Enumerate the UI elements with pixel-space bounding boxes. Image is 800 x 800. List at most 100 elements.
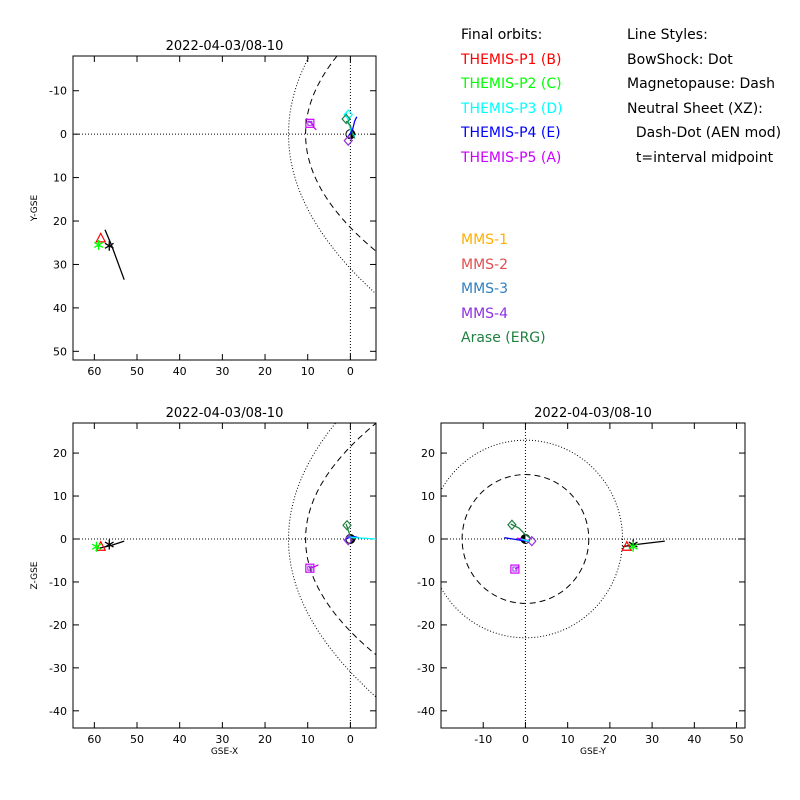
diamond-marker xyxy=(343,135,354,147)
star-arm xyxy=(91,543,102,550)
square-marker xyxy=(510,564,520,574)
y-tick-label: 10 xyxy=(421,490,435,503)
x-axis-label: GSE-Y xyxy=(580,747,607,757)
x-axis-label: GSE-X xyxy=(211,747,238,757)
panel-xz: 2022-04-03/08-10 60 50 40 30 20 10 0 20 10 0 -10 -20… xyxy=(30,406,377,757)
legend-orbit-p1: THEMIS-P1 (B) xyxy=(461,51,562,68)
panel-xy: 2022-04-03/08-10 60 50 40 30 20 10 0 -10 0 10 20 30 4… xyxy=(30,39,377,378)
x-tick-label: 30 xyxy=(215,365,229,378)
panel-title: 2022-04-03/08-10 xyxy=(534,406,652,421)
diamond-marker xyxy=(343,109,354,121)
diamond-marker xyxy=(341,113,351,125)
legend-style-magnetopause: Magnetopause: Dash xyxy=(627,76,776,92)
legend-mms-4: MMS-4 xyxy=(461,305,509,322)
bowshock-circle xyxy=(441,439,624,639)
triangle-marker xyxy=(95,232,107,243)
y-tick-label: 0 xyxy=(60,128,67,141)
orbit-track xyxy=(504,537,528,542)
diamond-marker xyxy=(342,519,352,531)
x-tick-label: 50 xyxy=(130,733,144,746)
panel-frame xyxy=(72,422,377,729)
star-marker xyxy=(104,240,114,251)
y-tick-label: 50 xyxy=(53,345,67,358)
orbit-track xyxy=(345,120,356,139)
legend-mms-2: MMS-2 xyxy=(461,256,509,273)
magnetopause-circle xyxy=(461,474,590,604)
y-tick-label: 20 xyxy=(53,215,67,228)
x-tick-label: 10 xyxy=(301,365,315,378)
x-tick-label: 10 xyxy=(301,733,315,746)
square-marker-inner xyxy=(307,120,313,126)
star-arm xyxy=(93,241,104,248)
y-tick-label: 0 xyxy=(60,533,67,546)
x-tick-label: 50 xyxy=(730,733,744,746)
orbit-track xyxy=(521,538,530,542)
y-tick-label: 0 xyxy=(428,533,435,546)
diamond-marker xyxy=(526,535,537,547)
legend-style-bowshock: BowShock: Dot xyxy=(627,51,733,68)
star-marker xyxy=(93,239,104,250)
y-tick-label: 30 xyxy=(53,258,67,271)
y-tick-label: -30 xyxy=(417,662,435,675)
x-tick-label: 30 xyxy=(215,733,229,746)
y-tick-label: -40 xyxy=(417,705,435,718)
x-tick-label: 20 xyxy=(258,733,272,746)
orbit-track xyxy=(622,540,665,548)
legend-orbit-p5: THEMIS-P5 (A) xyxy=(461,149,562,166)
star-arm xyxy=(104,541,114,548)
legend-style-neutral-sheet: Neutral Sheet (XZ): xyxy=(627,100,763,117)
orbit-track xyxy=(347,116,358,137)
x-tick-label: 40 xyxy=(173,365,187,378)
y-tick-label: -40 xyxy=(49,705,67,718)
panel-yz: 2022-04-03/08-10 -10 0 10 20 30 40 50 20 10 0 -10 -2… xyxy=(417,406,746,757)
diamond-marker xyxy=(343,534,354,546)
x-tick-label: 40 xyxy=(687,733,701,746)
y-tick-label: -30 xyxy=(49,662,67,675)
square-marker xyxy=(305,118,315,128)
legend-line-styles: Line Styles: BowShock: Dot Magnetopause:… xyxy=(627,23,781,170)
plot-area xyxy=(73,423,376,728)
x-tick-label: 10 xyxy=(561,733,575,746)
square-marker xyxy=(305,563,315,573)
star-marker xyxy=(91,541,102,552)
x-tick-label: 60 xyxy=(87,365,101,378)
legend-orbit-p2: THEMIS-P2 (C) xyxy=(461,76,562,92)
panel-title: 2022-04-03/08-10 xyxy=(166,39,284,54)
y-tick-label: -20 xyxy=(417,619,435,632)
x-tick-label: 0 xyxy=(347,365,354,378)
y-tick-label: 40 xyxy=(53,302,67,315)
legend-mms-1: MMS-1 xyxy=(461,232,509,248)
legend-orbit-p3: THEMIS-P3 (D) xyxy=(461,100,563,117)
y-tick-label: 20 xyxy=(421,447,435,460)
legend-arase: Arase (ERG) xyxy=(461,330,546,346)
triangle-marker xyxy=(621,540,633,551)
y-axis-label: Y-GSE xyxy=(30,195,40,223)
star-arm xyxy=(104,242,114,249)
y-tick-label: -10 xyxy=(49,576,67,589)
x-tick-label: 30 xyxy=(645,733,659,746)
legend-styles-heading: Line Styles: xyxy=(627,27,708,43)
panel-frame xyxy=(72,55,377,361)
legend-orbit-p4: THEMIS-P4 (E) xyxy=(461,125,561,141)
legend-missions: MMS-1 MMS-2 MMS-3 MMS-4 Arase (ERG) xyxy=(461,228,546,351)
plot-area xyxy=(73,56,376,360)
x-tick-label: 50 xyxy=(130,365,144,378)
y-axis-label: Z-GSE xyxy=(30,561,40,589)
y-tick-label: -10 xyxy=(417,576,435,589)
y-tick-label: -10 xyxy=(49,85,67,98)
x-tick-label: 0 xyxy=(522,733,529,746)
x-tick-label: -10 xyxy=(474,733,492,746)
panel-title: 2022-04-03/08-10 xyxy=(166,406,284,421)
x-tick-label: 0 xyxy=(347,733,354,746)
y-tick-label: 20 xyxy=(53,447,67,460)
star-marker xyxy=(104,539,114,550)
orbit-track xyxy=(104,229,125,280)
star-marker xyxy=(628,541,638,552)
x-tick-label: 60 xyxy=(87,733,101,746)
x-tick-label: 20 xyxy=(603,733,617,746)
legend-style-dash-dot: Dash-Dot (AEN mod) xyxy=(627,125,782,141)
square-marker-inner xyxy=(307,565,313,571)
square-marker-inner xyxy=(512,566,518,572)
diamond-marker xyxy=(507,519,517,531)
